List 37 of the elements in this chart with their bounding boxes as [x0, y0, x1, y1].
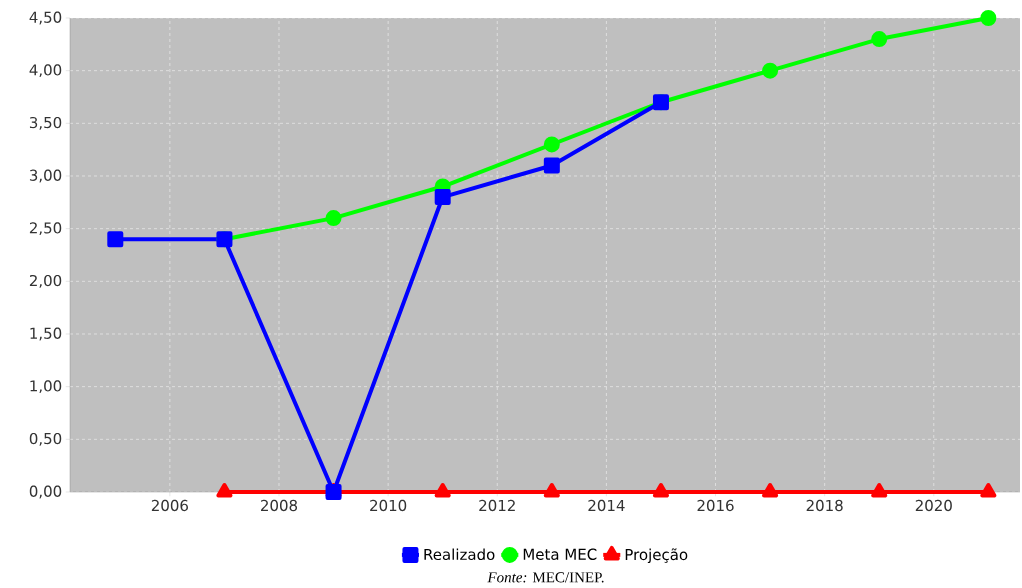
y-tick-label: 1,00 — [30, 380, 62, 394]
y-tick-label: 1,50 — [30, 327, 62, 341]
legend-label: Meta MEC — [523, 548, 597, 560]
y-tick-label: 0,00 — [29, 485, 62, 499]
x-tick-label: 2006 — [151, 499, 188, 512]
point — [762, 62, 779, 79]
y-tick-label: 0,50 — [29, 432, 62, 446]
point — [543, 157, 560, 174]
x-tick-label: 2010 — [370, 499, 407, 512]
y-tick-label: 3,00 — [29, 169, 62, 183]
y-tick-label: 4,50 — [29, 11, 62, 25]
point — [434, 189, 451, 206]
point — [216, 482, 233, 498]
x-tick-label: 2012 — [479, 499, 515, 512]
x-tick-label: 2020 — [915, 499, 952, 512]
point — [871, 482, 888, 498]
point — [434, 482, 451, 498]
point — [980, 9, 997, 26]
y-tick-label: 4,00 — [29, 64, 62, 78]
point — [543, 136, 560, 153]
point — [652, 482, 670, 498]
x-tick-label: 2018 — [806, 499, 843, 512]
point — [107, 231, 124, 248]
point — [980, 482, 997, 498]
y-tick-label: 2,00 — [29, 274, 62, 288]
y-tick-label: 2,50 — [29, 222, 62, 236]
x-tick-label: 2008 — [261, 499, 298, 512]
point — [871, 31, 888, 48]
point — [543, 482, 560, 498]
x-tick-label: 2014 — [588, 499, 625, 512]
point — [762, 482, 779, 498]
text: Fonte: MEC/INEP. — [487, 572, 604, 583]
x-tick-label: 2016 — [697, 499, 734, 512]
point — [325, 210, 342, 227]
legend-label: Projeção — [625, 548, 688, 564]
legend-label: Realizado — [424, 548, 495, 561]
y-tick-label: 3,50 — [29, 116, 62, 130]
